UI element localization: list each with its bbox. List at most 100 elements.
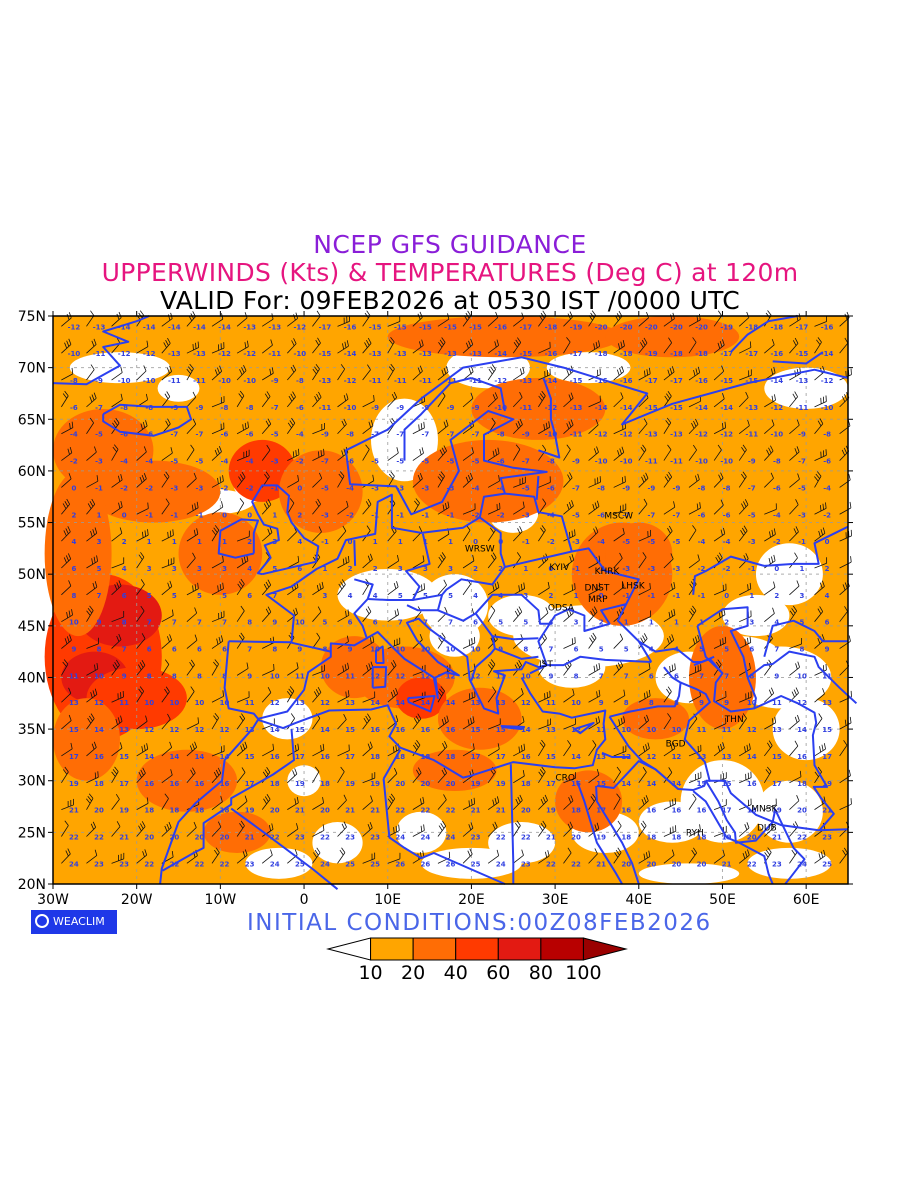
wind-barb [588,582,601,596]
wind-barb [61,421,74,435]
wind-barb [738,444,747,461]
wind-barb [688,337,697,354]
temperature-value: 2 [348,565,353,573]
temperature-value: 12 [421,672,431,680]
wind-barb [588,606,598,622]
temperature-value: 9 [599,699,604,707]
temperature-value: -1 [622,592,630,600]
temperature-value: 14 [370,699,380,707]
wind-barb [211,712,219,730]
temperature-value: -15 [570,377,583,385]
wind-barb [111,500,123,515]
wind-barb [713,365,725,381]
wind-barb [362,822,373,837]
wind-barb [362,635,375,649]
temperature-value: 8 [197,672,202,680]
temperature-value: -16 [595,377,608,385]
wind-barb [588,526,599,542]
wind-barb [236,340,249,354]
temperature-value: 3 [800,592,805,600]
temperature-value: -9 [396,404,404,412]
temperature-value: 18 [94,780,104,788]
temperature-value: -9 [170,404,178,412]
temperature-value: 14 [621,780,631,788]
temperature-value: -10 [720,458,733,466]
wind-barb [437,820,447,837]
temperature-value: 21 [546,833,556,841]
wind-barb [462,691,476,703]
temperature-value: 8 [749,672,754,680]
wind-barb [764,394,776,408]
wind-barb [412,472,423,488]
wind-barb [161,634,172,649]
wind-barb [111,473,123,488]
temperature-value: 13 [295,699,305,707]
wind-barb [412,633,423,649]
temperature-value: -4 [246,458,254,466]
temperature-value: 18 [747,807,757,815]
temperature-value: 4 [548,619,553,627]
coastline-vaygach [772,351,824,365]
coastline-corsica [375,645,385,664]
temperature-value: 16 [747,780,757,788]
temperature-value: 5 [699,646,704,654]
temperature-value: -6 [246,431,254,439]
temperature-value: 7 [724,672,729,680]
wind-barb [287,823,299,837]
temperature-value: -17 [645,377,658,385]
wind-barb [764,716,777,730]
wind-barb [739,743,751,757]
temperature-value: -4 [221,458,229,466]
temperature-value: 5 [398,592,403,600]
wind-barb [86,771,99,784]
temperature-value: 6 [649,672,654,680]
wind-barb [412,365,423,381]
temperature-value: -3 [522,511,530,519]
temperature-value: -11 [519,404,532,412]
wind-barb [563,821,573,837]
wind-barb [437,419,449,435]
wind-barb [789,637,803,649]
country-border [753,695,835,831]
temperature-value: -17 [670,377,683,385]
wind-speed-area [53,698,120,781]
wind-barb [211,525,220,542]
coastline-africa-north [159,677,607,885]
temperature-value: 21 [772,833,782,841]
wind-barb [136,715,148,730]
temperature-value: -4 [773,511,781,519]
logo-text: WEACLIM [53,915,105,928]
wind-barb [588,446,599,461]
temperature-value: 1 [523,565,528,573]
temperature-value: -17 [745,350,758,358]
temperature-value: 14 [797,726,807,734]
wind-barb [86,555,99,569]
temperature-value: -13 [469,350,482,358]
temperature-value: -5 [447,458,455,466]
temperature-value: 25 [822,860,832,868]
wind-barb [739,771,752,784]
temperature-value: 7 [448,619,453,627]
city-label: MSCW [604,511,633,521]
temperature-value: 10 [521,672,531,680]
wind-barb [462,447,474,461]
temperature-value: -8 [597,484,605,492]
wind-barb [563,772,576,784]
wind-barb [789,795,800,810]
temperature-value: -11 [745,431,758,439]
wind-barb [86,637,99,649]
temperature-value: 10 [621,726,631,734]
wind-barb [111,611,125,623]
temperature-value: 1 [197,538,202,546]
temperature-value: 20 [421,780,431,788]
wind-barb [487,605,496,622]
temperature-value: 19 [596,833,606,841]
calm-area [157,374,200,402]
wind-barb [111,659,120,676]
wind-barb [236,390,245,408]
wind-barb [814,743,826,757]
wind-barb [538,794,548,810]
country-border [538,377,561,459]
wind-barb [86,821,97,837]
temperature-value: 13 [471,699,481,707]
